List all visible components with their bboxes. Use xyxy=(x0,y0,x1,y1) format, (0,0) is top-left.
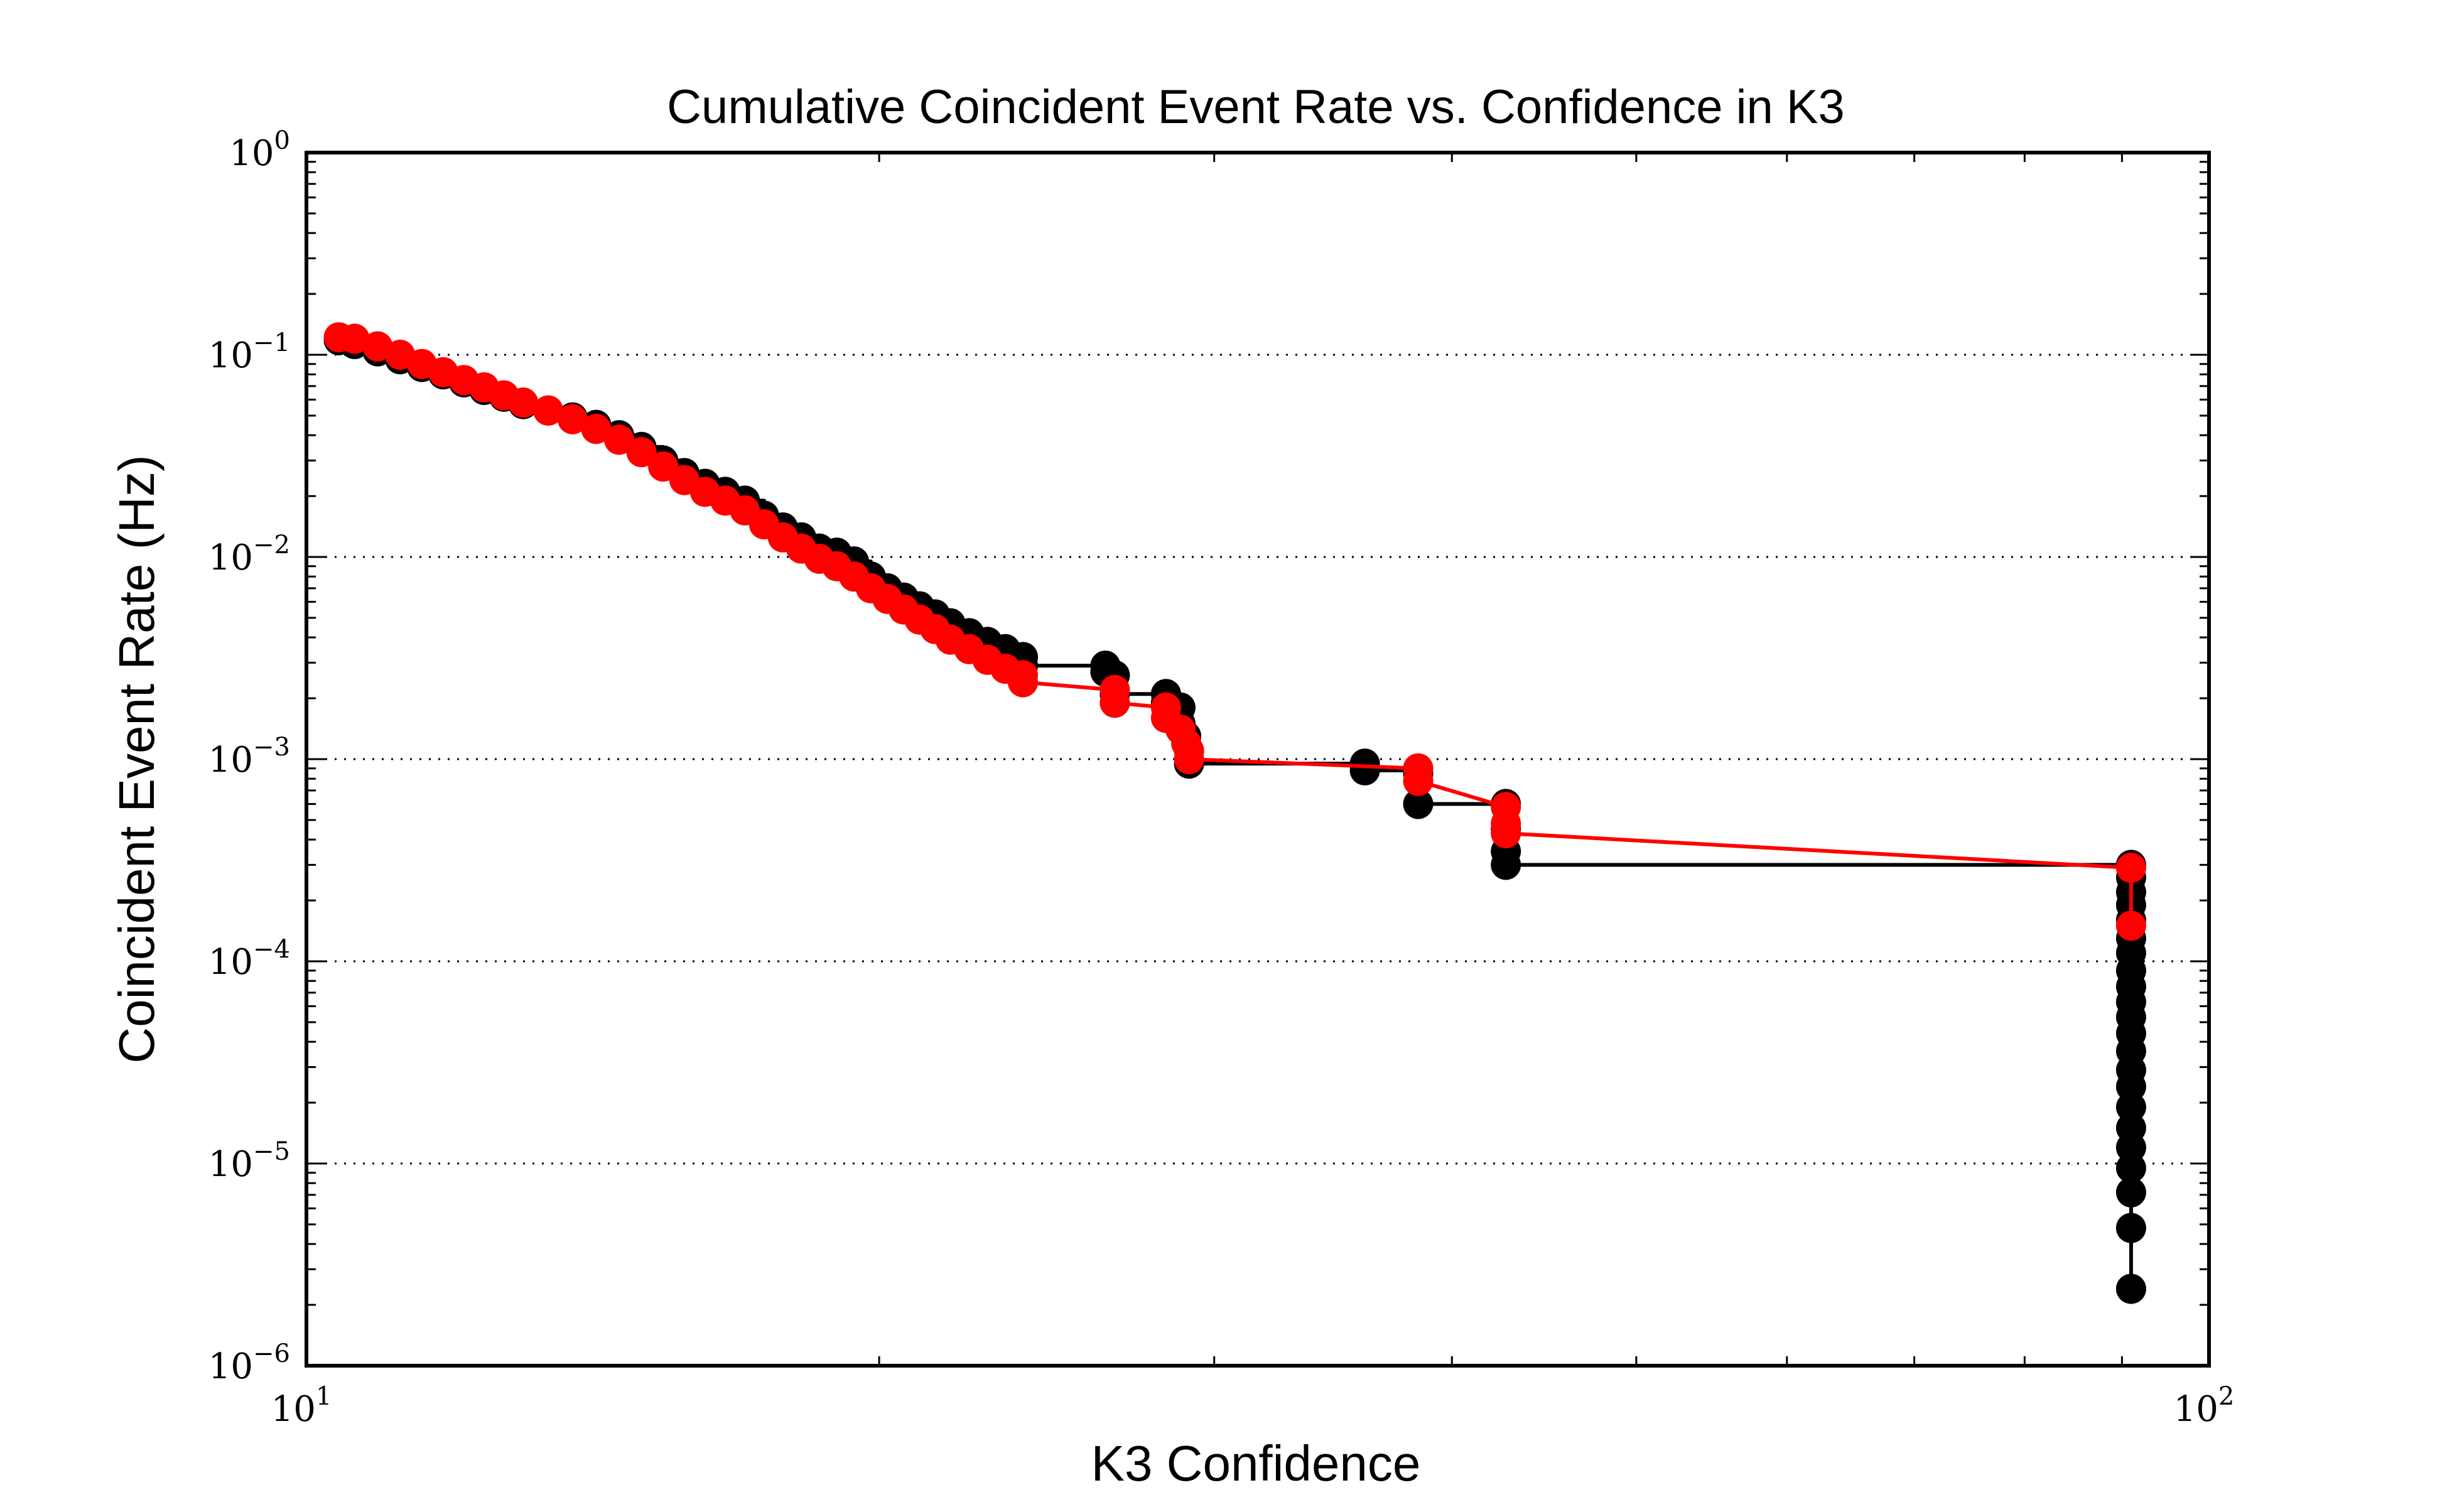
data-point xyxy=(557,404,588,435)
data-point xyxy=(2115,910,2146,941)
data-point xyxy=(339,323,370,354)
y-tick-labels: 10−6 10−5 10−4 10−3 10−2 10−1 100 xyxy=(208,126,290,1387)
data-point xyxy=(508,387,539,418)
chart-title: Cumulative Coincident Event Rate vs. Con… xyxy=(667,80,1845,134)
y-tick-label: 10−4 xyxy=(208,935,290,983)
data-point xyxy=(626,437,657,468)
y-tick-label: 10−6 xyxy=(208,1339,290,1387)
x-tick-label: 101 xyxy=(271,1382,332,1430)
grid-lines xyxy=(306,354,2209,1165)
data-point xyxy=(581,414,612,445)
data-point xyxy=(603,424,634,455)
data-point xyxy=(1491,850,1521,880)
y-axis-label: Coincident Event Rate (Hz) xyxy=(109,455,165,1063)
data-point xyxy=(1008,667,1039,698)
data-point xyxy=(1099,688,1130,718)
data-point xyxy=(1349,755,1380,786)
data-point xyxy=(2115,1212,2146,1243)
data-point xyxy=(1403,765,1434,796)
data-point xyxy=(2115,1092,2146,1123)
data-point xyxy=(2115,853,2146,883)
y-tick-label: 100 xyxy=(229,126,290,174)
plot-area xyxy=(323,322,2146,1304)
data-point xyxy=(1491,818,1521,849)
y-tick-label: 10−2 xyxy=(208,531,290,578)
y-tick-label: 10−1 xyxy=(208,328,290,376)
data-point xyxy=(2115,1273,2146,1304)
data-point xyxy=(533,395,564,426)
y-tick-label: 10−3 xyxy=(208,733,290,780)
data-point xyxy=(2115,1177,2146,1207)
data-point xyxy=(1174,744,1204,774)
x-tick-label: 102 xyxy=(2174,1382,2235,1430)
y-tick-label: 10−5 xyxy=(208,1137,290,1185)
axis-ticks xyxy=(305,151,2210,1367)
x-axis-label: K3 Confidence xyxy=(1091,1435,1421,1491)
data-point xyxy=(2115,1153,2146,1184)
series-1 xyxy=(323,322,2146,941)
series-line xyxy=(338,338,2133,1289)
x-tick-labels: 101 102 xyxy=(271,1382,2235,1430)
data-point xyxy=(1403,789,1434,819)
series-0 xyxy=(323,325,2146,1304)
